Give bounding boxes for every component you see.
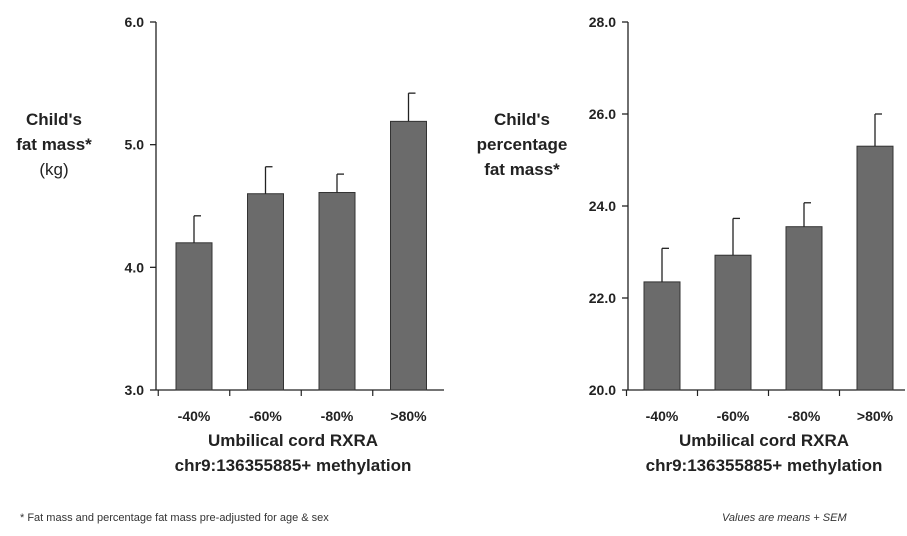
fatmass-x-tick-label: >80% xyxy=(390,408,427,424)
pctfat-bar xyxy=(643,281,681,391)
fatmass-bar xyxy=(175,242,213,391)
fatmass-bar xyxy=(390,120,427,391)
pctfat-y-axis-label: Child's xyxy=(494,110,550,129)
fatmass-bar xyxy=(247,193,284,391)
footnote-means-sem: Values are means + SEM xyxy=(722,512,847,524)
fatmass-x-tick-label: -80% xyxy=(321,408,354,424)
pctfat-bar xyxy=(856,145,894,391)
fatmass-bar xyxy=(318,192,356,391)
fatmass-x-tick-label: -40% xyxy=(178,408,211,424)
pctfat-y-tick-label: 28.0 xyxy=(589,14,616,30)
pctfat-y-tick-label: 22.0 xyxy=(589,290,616,306)
fatmass-y-tick-label: 4.0 xyxy=(125,259,145,275)
fatmass-y-axis-label: fat mass* xyxy=(16,135,92,154)
pctfat-x-tick-label: >80% xyxy=(857,408,894,424)
fatmass-y-axis-label: (kg) xyxy=(39,160,68,179)
pctfat-y-tick-label: 26.0 xyxy=(589,106,616,122)
fatmass-y-axis-label: Child's xyxy=(26,110,82,129)
pctfat-bar xyxy=(785,226,823,391)
pctfat-x-axis-label: chr9:136355885+ methylation xyxy=(646,456,883,475)
fatmass-x-tick-label: -60% xyxy=(249,408,282,424)
pctfat-y-tick-label: 20.0 xyxy=(589,382,616,398)
pctfat-y-tick-label: 24.0 xyxy=(589,198,616,214)
pctfat-x-tick-label: -80% xyxy=(788,408,821,424)
fatmass-y-tick-label: 3.0 xyxy=(125,382,145,398)
pctfat-x-axis-label: Umbilical cord RXRA xyxy=(679,431,849,450)
fatmass-y-tick-label: 5.0 xyxy=(125,137,145,153)
pctfat-bar xyxy=(714,254,752,391)
fatmass-y-tick-label: 6.0 xyxy=(125,14,145,30)
pctfat-x-tick-label: -60% xyxy=(717,408,750,424)
pctfat-y-axis-label: fat mass* xyxy=(484,160,560,179)
pctfat-x-tick-label: -40% xyxy=(646,408,679,424)
fatmass-x-axis-label: Umbilical cord RXRA xyxy=(208,431,378,450)
fatmass-x-axis-label: chr9:136355885+ methylation xyxy=(175,456,412,475)
pctfat-y-axis-label: percentage xyxy=(477,135,568,154)
footnote-adjustment: * Fat mass and percentage fat mass pre-a… xyxy=(20,512,329,524)
